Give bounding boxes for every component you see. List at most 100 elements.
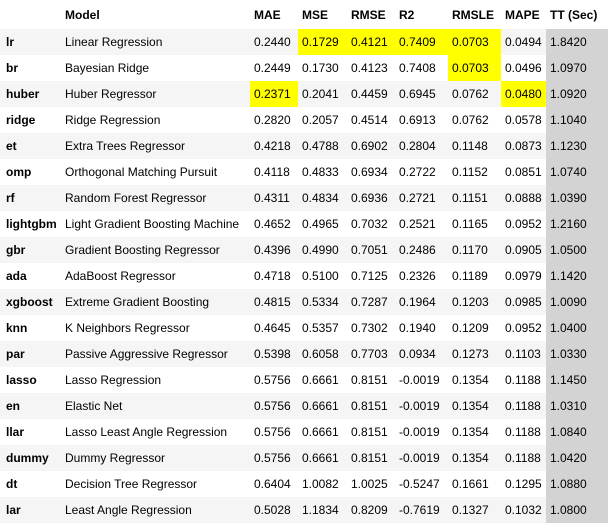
cell-tt: 1.1040: [546, 107, 608, 133]
cell-r2: 0.6913: [395, 107, 448, 133]
cell-rmse: 0.6902: [347, 133, 395, 159]
cell-rmse: 0.4514: [347, 107, 395, 133]
header-mae: MAE: [250, 0, 298, 29]
cell-mae: 0.5028: [250, 497, 298, 523]
cell-model: Lasso Least Angle Regression: [61, 419, 250, 445]
cell-index: rf: [0, 185, 61, 211]
cell-index: gbr: [0, 237, 61, 263]
cell-index: et: [0, 133, 61, 159]
cell-mse: 0.5334: [298, 289, 347, 315]
cell-tt: 1.0840: [546, 419, 608, 445]
cell-rmse: 0.6934: [347, 159, 395, 185]
cell-mae: 0.4645: [250, 315, 298, 341]
cell-r2: 0.1940: [395, 315, 448, 341]
cell-model: Linear Regression: [61, 29, 250, 55]
cell-tt: 1.0310: [546, 393, 608, 419]
header-mse: MSE: [298, 0, 347, 29]
cell-mape: 0.0480: [501, 81, 546, 107]
cell-model: K Neighbors Regressor: [61, 315, 250, 341]
cell-tt: 1.0970: [546, 55, 608, 81]
cell-model: Orthogonal Matching Pursuit: [61, 159, 250, 185]
cell-r2: 0.2521: [395, 211, 448, 237]
cell-mse: 0.4833: [298, 159, 347, 185]
cell-tt: 1.1450: [546, 367, 608, 393]
cell-mape: 0.0578: [501, 107, 546, 133]
cell-model: Light Gradient Boosting Machine: [61, 211, 250, 237]
cell-r2: 0.0934: [395, 341, 448, 367]
header-index: [0, 0, 61, 29]
cell-mae: 0.4118: [250, 159, 298, 185]
table-row: ada AdaBoost Regressor 0.4718 0.5100 0.7125 0…: [0, 263, 608, 289]
cell-rmsle: 0.1203: [448, 289, 501, 315]
cell-rmsle: 0.1151: [448, 185, 501, 211]
cell-r2: -0.5247: [395, 471, 448, 497]
cell-mape: 0.0496: [501, 55, 546, 81]
cell-model: Gradient Boosting Regressor: [61, 237, 250, 263]
cell-mse: 0.5100: [298, 263, 347, 289]
cell-index: ada: [0, 263, 61, 289]
cell-rmsle: 0.1189: [448, 263, 501, 289]
header-rmse: RMSE: [347, 0, 395, 29]
cell-r2: 0.2722: [395, 159, 448, 185]
cell-mse: 0.4965: [298, 211, 347, 237]
cell-mape: 0.1188: [501, 419, 546, 445]
table-row: par Passive Aggressive Regressor 0.5398 0.6…: [0, 341, 608, 367]
cell-rmse: 0.4121: [347, 29, 395, 55]
cell-rmse: 0.6936: [347, 185, 395, 211]
cell-rmse: 0.7703: [347, 341, 395, 367]
cell-mae: 0.4815: [250, 289, 298, 315]
cell-mape: 0.1032: [501, 497, 546, 523]
cell-rmse: 0.7032: [347, 211, 395, 237]
header-r2: R2: [395, 0, 448, 29]
cell-mse: 0.4990: [298, 237, 347, 263]
table-row: rf Random Forest Regressor 0.4311 0.4834 0.6…: [0, 185, 608, 211]
cell-mape: 0.1103: [501, 341, 546, 367]
cell-tt: 1.8420: [546, 29, 608, 55]
cell-model: Lasso Regression: [61, 367, 250, 393]
table-row: huber Huber Regressor 0.2371 0.2041 0.4459 0.…: [0, 81, 608, 107]
cell-mape: 0.0888: [501, 185, 546, 211]
header-mape: MAPE: [501, 0, 546, 29]
cell-index: knn: [0, 315, 61, 341]
cell-mae: 0.4652: [250, 211, 298, 237]
cell-rmsle: 0.1273: [448, 341, 501, 367]
cell-index: lightgbm: [0, 211, 61, 237]
cell-tt: 1.0880: [546, 471, 608, 497]
cell-rmsle: 0.1165: [448, 211, 501, 237]
table-row: br Bayesian Ridge 0.2449 0.1730 0.4123 0.7408…: [0, 55, 608, 81]
cell-mse: 0.6661: [298, 419, 347, 445]
table-row: et Extra Trees Regressor 0.4218 0.4788 0.690…: [0, 133, 608, 159]
cell-model: Passive Aggressive Regressor: [61, 341, 250, 367]
cell-rmsle: 0.1152: [448, 159, 501, 185]
cell-r2: -0.0019: [395, 419, 448, 445]
cell-mae: 0.5756: [250, 445, 298, 471]
cell-rmse: 1.0025: [347, 471, 395, 497]
cell-tt: 1.1420: [546, 263, 608, 289]
table-row: xgboost Extreme Gradient Boosting 0.4815 0.…: [0, 289, 608, 315]
cell-r2: 0.7408: [395, 55, 448, 81]
cell-r2: 0.2721: [395, 185, 448, 211]
cell-tt: 1.0400: [546, 315, 608, 341]
cell-rmsle: 0.1354: [448, 393, 501, 419]
cell-rmse: 0.4123: [347, 55, 395, 81]
cell-tt: 1.0500: [546, 237, 608, 263]
cell-mape: 0.1188: [501, 393, 546, 419]
cell-rmsle: 0.0762: [448, 107, 501, 133]
cell-mse: 0.6058: [298, 341, 347, 367]
cell-mse: 1.0082: [298, 471, 347, 497]
cell-rmsle: 0.1170: [448, 237, 501, 263]
cell-mae: 0.6404: [250, 471, 298, 497]
cell-tt: 1.0800: [546, 497, 608, 523]
cell-rmsle: 0.0703: [448, 55, 501, 81]
cell-mape: 0.0985: [501, 289, 546, 315]
cell-index: ridge: [0, 107, 61, 133]
cell-tt: 1.0090: [546, 289, 608, 315]
table-row: lr Linear Regression 0.2440 0.1729 0.4121 0.7…: [0, 29, 608, 55]
cell-index: lar: [0, 497, 61, 523]
cell-model: AdaBoost Regressor: [61, 263, 250, 289]
cell-mse: 0.6661: [298, 393, 347, 419]
cell-mape: 0.0851: [501, 159, 546, 185]
cell-model: Elastic Net: [61, 393, 250, 419]
cell-index: omp: [0, 159, 61, 185]
